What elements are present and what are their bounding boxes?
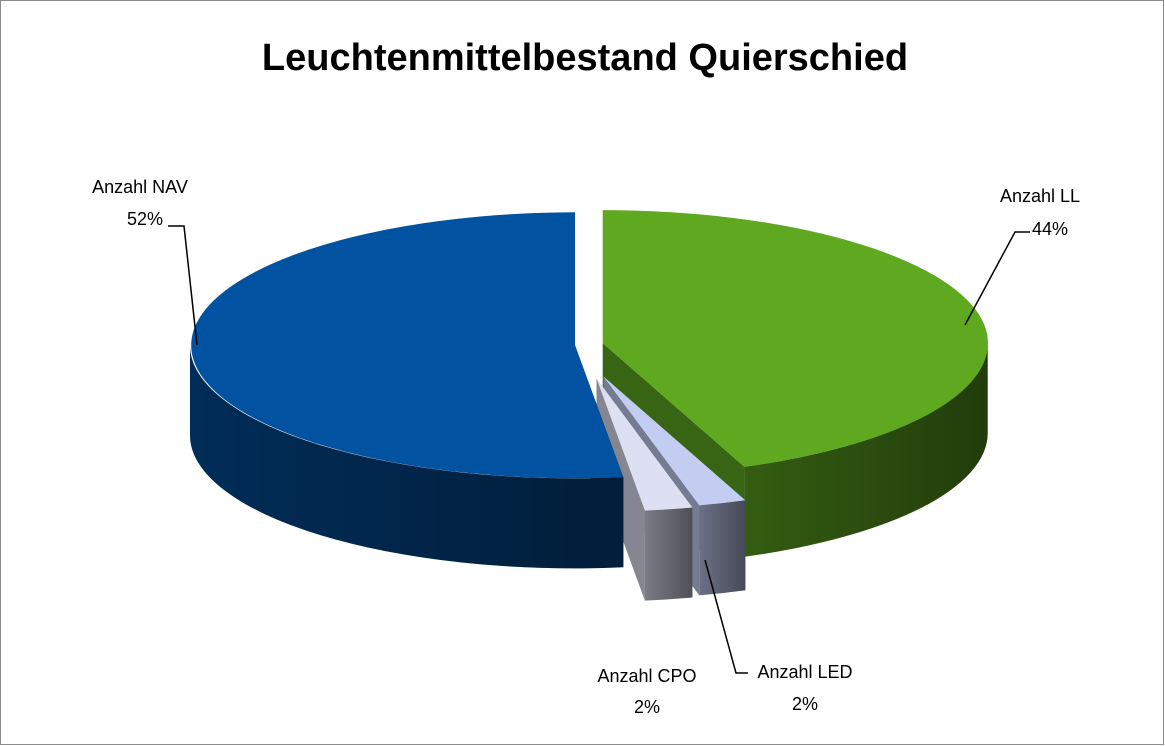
leader-line [168, 225, 198, 346]
slice-side-shade [644, 507, 693, 601]
leader-line [704, 559, 748, 674]
data-label-name: Anzahl NAV [92, 177, 188, 197]
data-label-name: Anzahl LED [757, 662, 852, 682]
data-label-name: Anzahl CPO [597, 666, 696, 686]
slice-side-shade [699, 500, 746, 596]
data-label-value: 44% [1032, 219, 1068, 239]
data-label-value: 2% [792, 694, 818, 714]
slice [603, 376, 746, 506]
leader-line [964, 231, 1030, 326]
slice [596, 378, 693, 511]
slice [602, 210, 988, 467]
data-label-name: Anzahl LL [1000, 186, 1080, 206]
chart-title: Leuchtenmittelbestand Quierschied [262, 37, 908, 79]
slice-side-shade [189, 345, 624, 569]
slice-side-shade [744, 343, 988, 557]
data-label-value: 2% [634, 697, 660, 717]
data-label-value: 52% [127, 209, 163, 229]
slice [191, 212, 624, 479]
